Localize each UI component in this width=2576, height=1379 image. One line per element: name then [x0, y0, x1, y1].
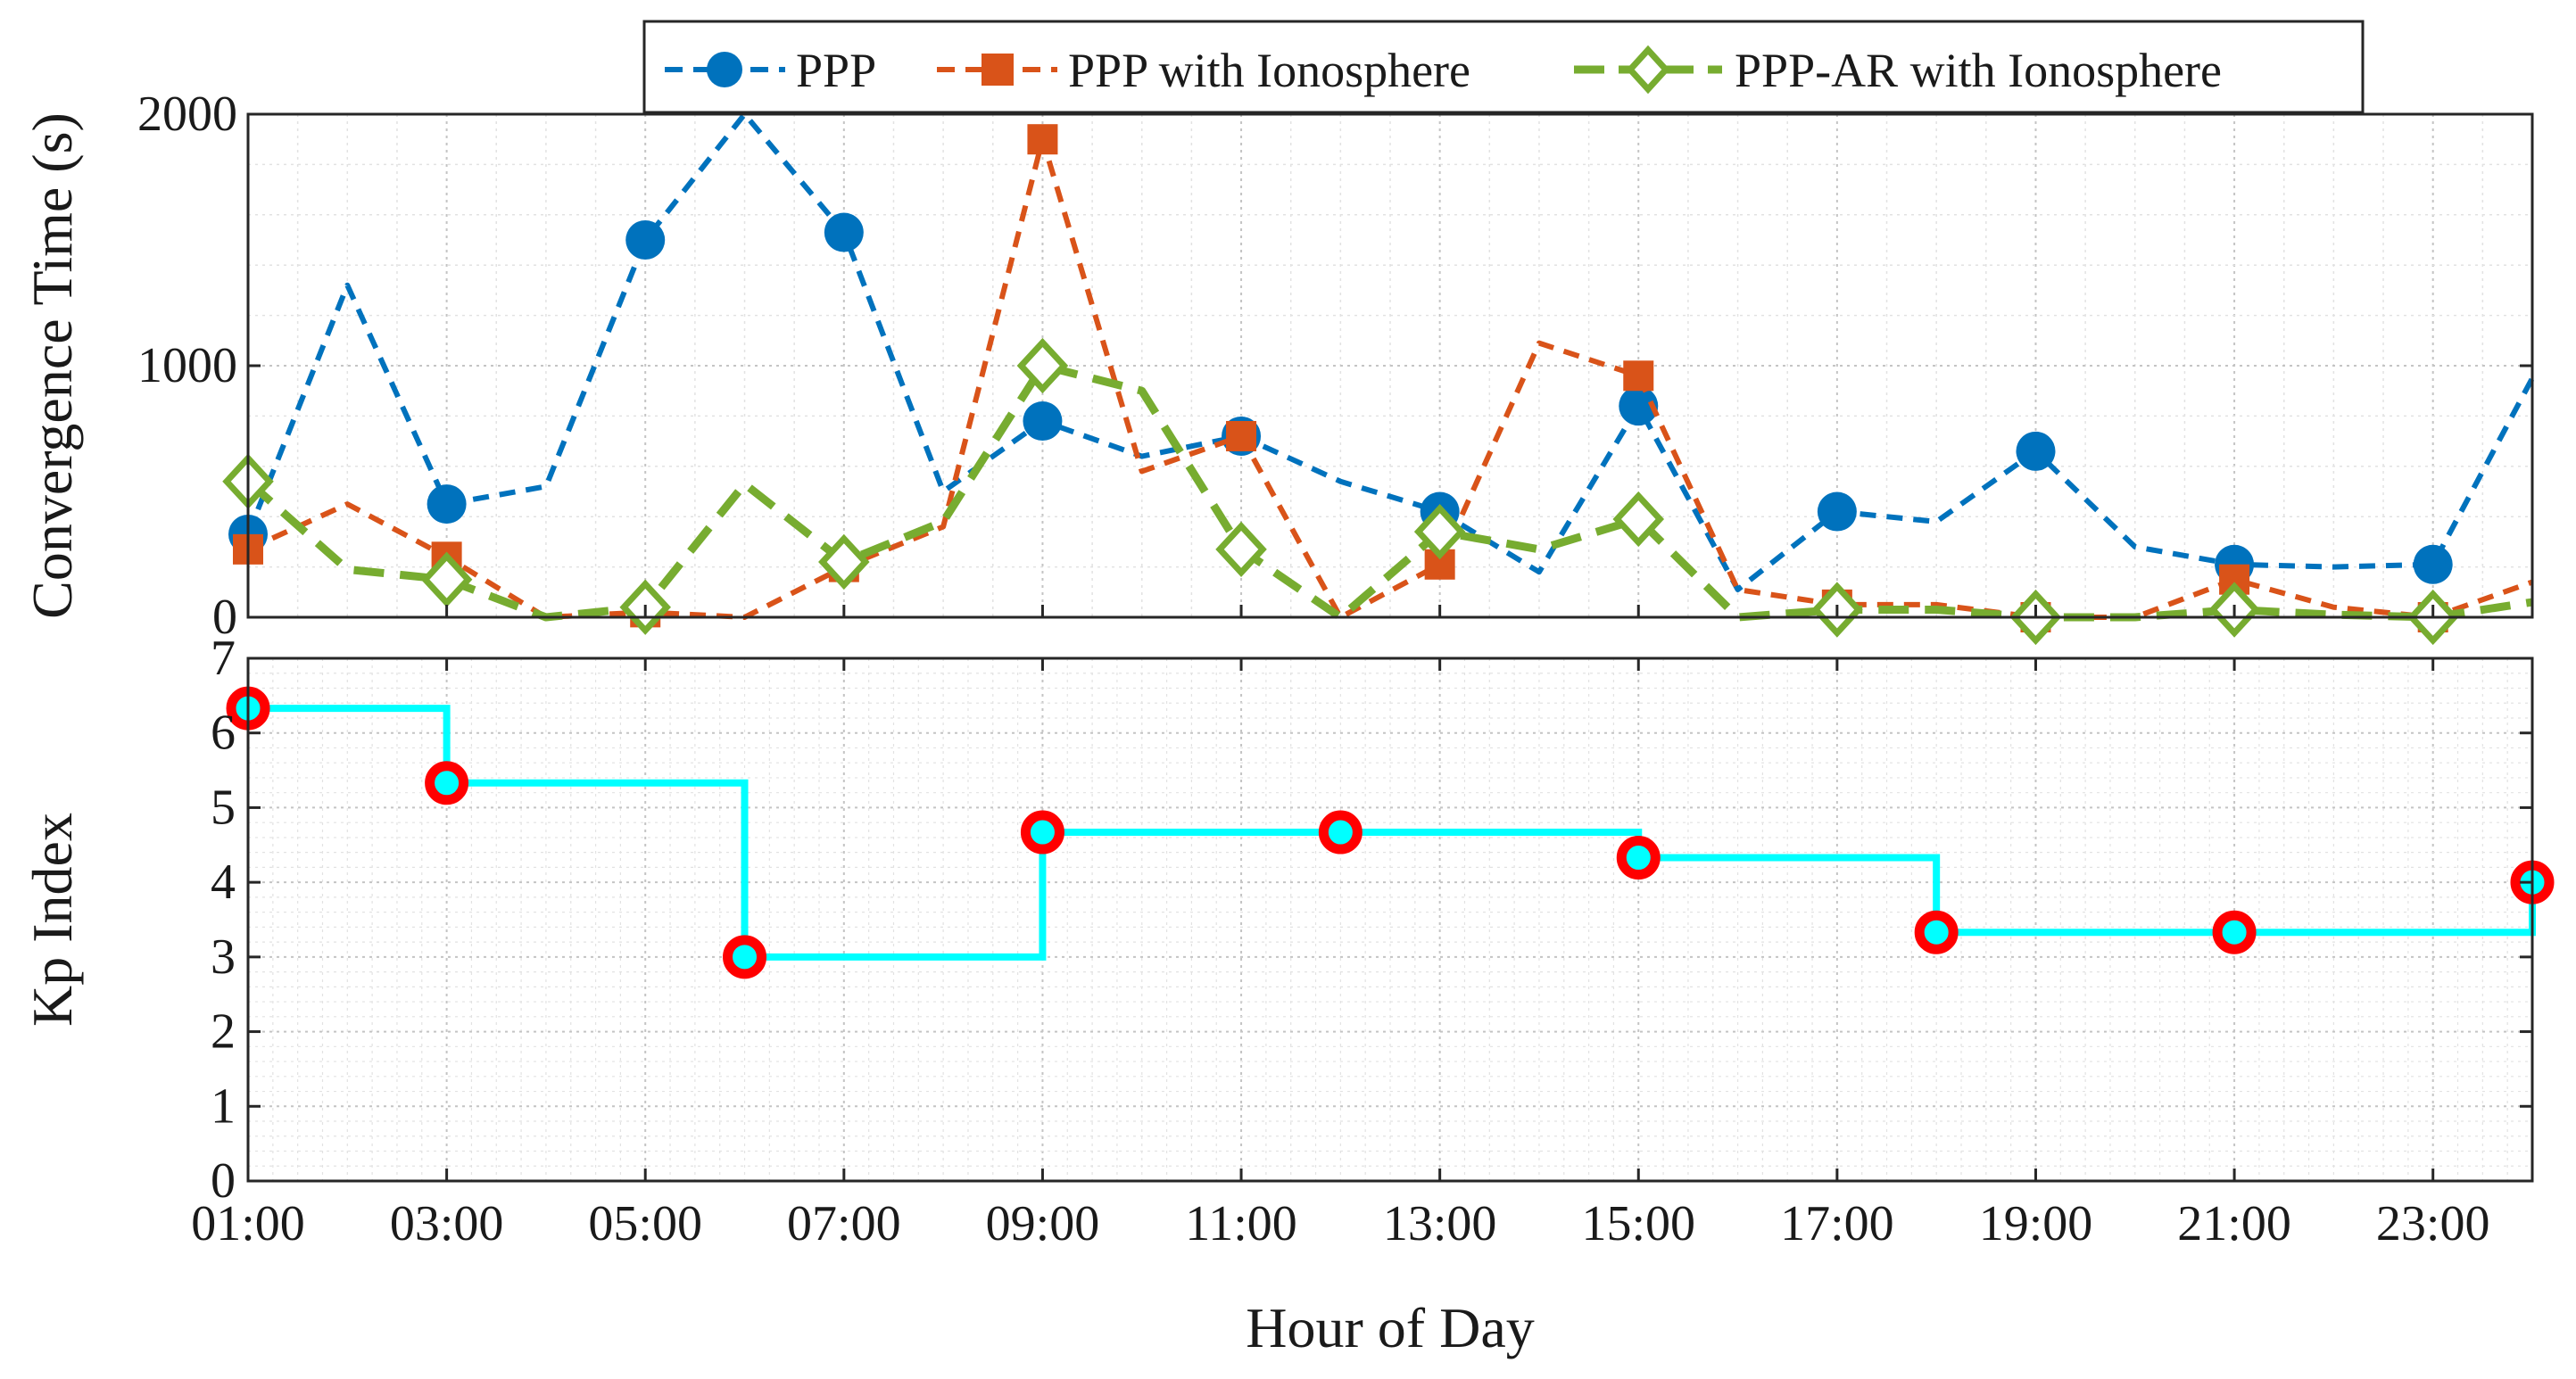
kp-y-tick-label: 7	[211, 631, 236, 686]
x-tick-label: 07:00	[787, 1196, 901, 1251]
kp-series-layer	[226, 686, 2555, 979]
convergence-y-axis-label: Convergence Time (s)	[21, 112, 84, 619]
ppp-ar-point	[1016, 337, 1069, 394]
ppp-ar-point	[1612, 491, 1665, 548]
x-tick-label: 03:00	[390, 1196, 504, 1251]
legend-entry-ppp-iono: PPP with Ionosphere	[937, 44, 1470, 97]
ppp-ar-point	[420, 551, 473, 607]
ppp-point	[2016, 431, 2056, 471]
ppp-point	[1619, 386, 1659, 426]
kp-point	[1914, 910, 1959, 954]
ppp-ar-point	[1215, 521, 1267, 578]
ppp-point	[427, 484, 467, 524]
kp-point	[723, 935, 767, 979]
legend-entry-ppp-ar-iono: PPP-AR with Ionosphere	[1574, 44, 2222, 97]
x-tick-label: 17:00	[1780, 1196, 1894, 1251]
convergence-y-ticks: 0 1000 2000	[137, 87, 2532, 645]
convergence-y-tick-label: 2000	[137, 87, 237, 142]
convergence-time-panel: 0 1000 2000 Convergence Time (s) PPP PPP w…	[21, 20, 2535, 646]
convergence-y-tick-label: 0	[212, 590, 237, 645]
legend-ppp-ar-label: PPP-AR with Ionosphere	[1735, 44, 2222, 97]
kp-y-axis-label: Kp Index	[21, 813, 84, 1027]
legend-entry-ppp: PPP	[665, 44, 876, 97]
x-tick-label: 15:00	[1581, 1196, 1695, 1251]
x-tick-label: 11:00	[1185, 1196, 1296, 1251]
kp-point	[1616, 836, 1661, 880]
ppp-point	[625, 220, 666, 260]
legend-ppp-label: PPP	[796, 44, 876, 97]
legend-box	[642, 20, 2365, 114]
legend-ppp-iono-marker	[982, 54, 1014, 86]
kp-index-panel: 0 1 2 3 4 5 6 7 01:00 03:00 05:00 07:00 09:00 11:00 1…	[21, 631, 2555, 1359]
convergence-y-tick-label: 1000	[137, 338, 237, 393]
kp-y-tick-label: 2	[211, 1004, 236, 1060]
ppp-iono-point	[1027, 124, 1058, 155]
ppp-point	[1817, 491, 1857, 532]
legend-ppp-marker	[707, 52, 742, 87]
kp-y-tick-label: 1	[211, 1078, 236, 1134]
kp-point	[425, 761, 469, 805]
kp-y-tick-label: 4	[211, 855, 236, 910]
ppp-point	[2413, 544, 2453, 584]
kp-y-tick-label: 0	[211, 1153, 236, 1209]
kp-axes-box	[246, 656, 2534, 1183]
ppp-iono-point	[1226, 420, 1257, 451]
x-tick-label: 01:00	[191, 1196, 305, 1251]
legend-ppp-ar-marker	[1626, 45, 1670, 95]
kp-point	[1020, 810, 1064, 855]
convergence-series-layer	[222, 111, 2535, 646]
kp-y-tick-label: 3	[211, 929, 236, 985]
kp-x-ticks: 01:00 03:00 05:00 07:00 09:00 11:00 13:00 15:00…	[191, 658, 2489, 1251]
legend: PPP PPP with Ionosphere PPP-AR with Iono…	[642, 20, 2365, 114]
series-line-1	[246, 136, 2534, 620]
ppp-ar-point	[818, 533, 870, 590]
ppp-iono-point	[1623, 360, 1654, 392]
kp-y-ticks: 0 1 2 3 4 5 6 7	[211, 631, 2532, 1209]
kp-y-tick-label: 5	[211, 780, 236, 835]
x-tick-label: 05:00	[588, 1196, 702, 1251]
kp-point	[1318, 810, 1363, 855]
x-tick-label: 23:00	[2376, 1196, 2490, 1251]
x-tick-label: 09:00	[986, 1196, 1100, 1251]
ppp-point	[1023, 401, 1063, 442]
x-tick-label: 13:00	[1383, 1196, 1497, 1251]
x-axis-label: Hour of Day	[1246, 1296, 1534, 1359]
series-line-0	[245, 111, 2535, 592]
kp-point	[2212, 910, 2257, 954]
ppp-ar-point	[1413, 503, 1466, 560]
x-tick-label: 21:00	[2177, 1196, 2291, 1251]
ppp-point	[824, 212, 864, 252]
kp-y-tick-label: 6	[211, 706, 236, 761]
x-tick-label: 19:00	[1979, 1196, 2093, 1251]
legend-ppp-iono-label: PPP with Ionosphere	[1068, 44, 1470, 97]
